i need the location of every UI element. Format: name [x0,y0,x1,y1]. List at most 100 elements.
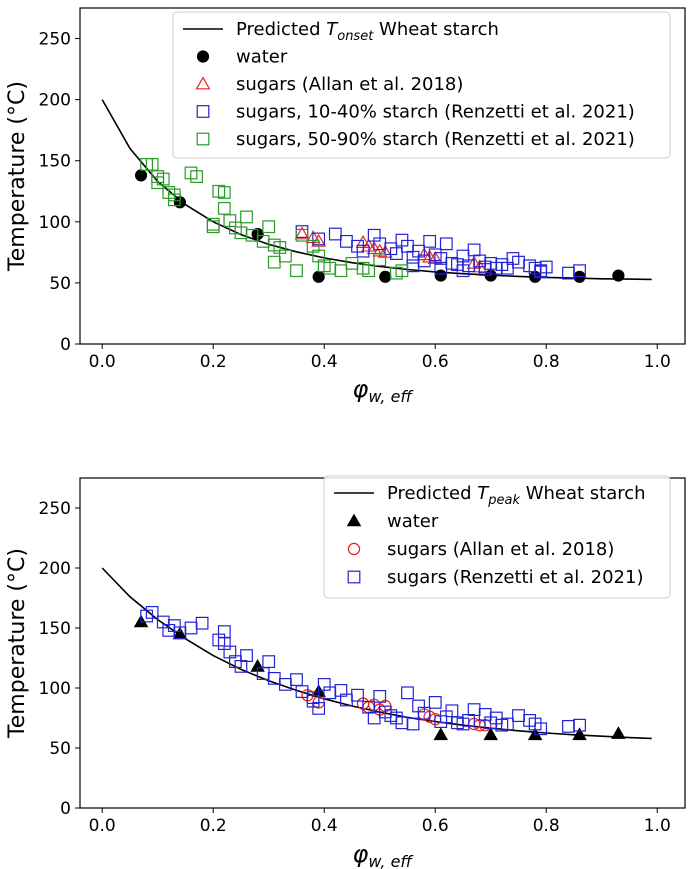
data-point [195,616,209,630]
legend-curve-prefix: Predicted [236,19,326,40]
legend-box [323,475,671,599]
data-point [373,253,387,267]
data-point [573,264,586,278]
data-point [312,270,325,283]
data-point [379,270,392,283]
y-axis-label: Temperature (°C) [5,548,30,739]
data-point [240,210,253,224]
legend-marker-water [196,50,210,63]
legend-curve-suffix: Wheat starch [373,19,499,40]
data-point [151,176,165,190]
legend-label-sugars-allan-et-al-2018: sugars (Allan et al. 2018) [236,74,463,95]
data-point [295,228,309,242]
y-tick-label: 250 [39,499,71,519]
x-axis-subscript: w, eff [368,852,414,869]
series-sugars-renzetti-et-al-2021 [140,605,586,736]
legend-label-water: water [387,511,439,532]
data-point [534,722,548,736]
legend-curve-label: Predicted Tonset Wheat starch [236,19,499,44]
x-axis-subscript: w, eff [368,387,414,406]
x-tick-label: 0.2 [200,816,227,836]
legend-label-sugars-allan-et-al-2018: sugars (Allan et al. 2018) [387,539,614,560]
predicted-curve [101,99,652,281]
x-tick-label: 0.6 [422,352,449,372]
x-axis-symbol: φ [353,840,369,868]
data-point [423,234,437,248]
x-tick-label: 0.8 [533,352,560,372]
y-tick-label: 0 [60,799,71,819]
data-point [351,688,364,702]
y-tick-label: 50 [49,739,71,759]
data-point [395,264,409,278]
data-point [512,709,525,722]
data-point [262,220,276,234]
data-point [328,227,342,241]
data-point [534,265,548,279]
legend-marker-sugars-allan-et-al-2018 [347,542,361,556]
data-point [433,727,449,741]
data-point [406,717,420,731]
legend-marker-sugars-renzetti-et-al-2021 [347,570,361,584]
data-point [439,237,453,251]
y-tick-label: 0 [60,335,71,355]
legend-label-water: water [236,47,288,68]
data-point [367,711,381,725]
legend-curve-label: Predicted Tpeak Wheat starch [387,483,646,508]
plot-frame [79,7,686,345]
series-sugars-10-40-starch-renzetti-et-al-2021 [295,225,586,280]
x-tick-label: 0.8 [533,816,560,836]
data-point [294,226,310,240]
data-point [451,716,464,730]
legend-curve-subscript: peak [487,493,520,508]
data-point [389,247,403,260]
data-point [206,217,220,231]
data-point [373,689,387,703]
y-tick-label: 200 [39,91,71,111]
data-point [217,186,231,199]
legend-marker-water [346,513,362,527]
y-tick-label: 100 [39,213,71,233]
data-point [362,264,376,278]
data-point [434,269,447,282]
y-tick-label: 250 [39,30,71,50]
data-point [612,269,625,282]
y-tick-label: 150 [39,152,71,172]
data-point [417,706,431,720]
data-point [134,169,148,182]
chart-top: 0.0 0.2 0.4 0.6 0.8 1.0 0 50 100 150 200 250 Tempera… [5,7,686,406]
x-axis-symbol: φ [353,375,369,403]
legend-label-sugars-renzetti-et-al-2021: sugars (Renzetti et al. 2021) [387,567,643,588]
legend-curve-prefix: Predicted [387,483,477,504]
data-point [467,243,481,257]
data-point [306,694,320,708]
legend-marker-sugars-50-90-starch-renzetti-et-al-2021 [196,132,210,146]
data-point [267,255,281,269]
legend-curve-symbol: T [326,19,339,40]
data-point [483,727,498,741]
data-point [478,263,492,276]
legend-curve-suffix: Wheat starch [520,483,646,504]
legend-label-sugars-10-40-starch-renzetti-et-al-2021: sugars, 10-40% starch (Renzetti et al. 2… [236,102,635,123]
legend-box [172,11,671,159]
data-point [290,264,303,278]
data-point [384,709,398,722]
data-point [334,264,348,278]
data-point [145,157,159,171]
data-point [190,170,203,184]
data-point [611,726,626,739]
data-point [401,686,414,700]
data-point [562,719,575,733]
legend-curve-symbol: T [477,483,490,504]
data-point [456,264,470,278]
x-axis-label: φw, eff [353,375,415,406]
x-tick-label: 1.0 [644,816,671,836]
x-tick-label: 1.0 [644,352,671,372]
x-tick-label: 0.4 [311,816,338,836]
data-point [428,695,442,709]
legend-curve-subscript: onset [337,29,374,44]
x-tick-label: 0.2 [200,352,227,372]
data-point [240,649,253,662]
data-point [217,201,231,215]
y-tick-label: 100 [39,679,71,699]
